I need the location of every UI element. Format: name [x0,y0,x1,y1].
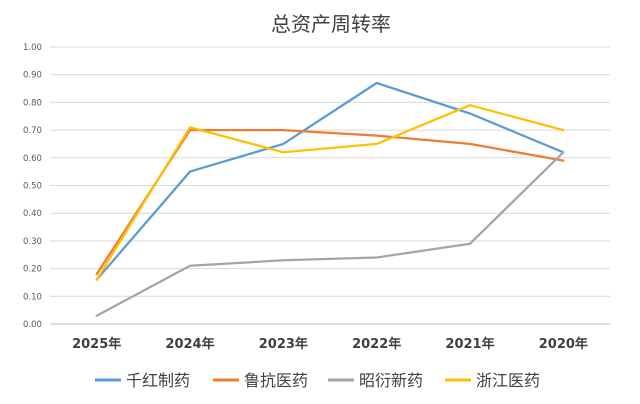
legend-label: 千红制药 [126,371,190,390]
series-line-1 [95,128,565,276]
y-tick-label: 0.40 [23,209,42,219]
gridlines [50,46,610,325]
y-tick-label: 0.10 [23,292,42,302]
x-tick-label: 2024年 [165,336,214,352]
series-line-2 [95,151,565,317]
x-tick-label: 2025年 [72,336,121,352]
x-axis-ticks: 2025年 2024年 2023年 2022年 2021年 2020年 [72,336,588,352]
legend-item-1: 鲁抗医药 [213,371,308,390]
y-tick-label: 0.30 [23,237,42,247]
x-tick-label: 2022年 [352,336,401,352]
y-tick-label: 0.20 [23,265,42,275]
y-tick-label: 0.90 [23,71,42,81]
y-tick-label: 0.50 [23,182,42,192]
x-tick-label: 2020年 [539,336,588,352]
legend-label: 昭衍新药 [359,371,423,390]
y-tick-label: 1.00 [23,43,42,53]
x-tick-label: 2021年 [445,336,494,352]
y-axis-ticks: 0.00 0.10 0.20 0.30 0.40 0.50 0.60 0.70 0.80 0.90… [23,43,42,330]
legend: 千红制药 鲁抗医药 昭衍新药 浙江医药 [95,371,540,390]
series-line-3 [95,104,565,281]
x-tick-label: 2023年 [259,336,308,352]
y-tick-label: 0.00 [23,320,42,330]
legend-item-2: 昭衍新药 [328,371,423,390]
legend-label: 浙江医药 [476,371,540,390]
chart-title: 总资产周转率 [271,12,391,36]
series-line-0 [95,81,565,281]
y-tick-label: 0.70 [23,126,42,136]
legend-label: 鲁抗医药 [244,371,308,390]
y-tick-label: 0.60 [23,154,42,164]
series-lines [95,81,565,317]
legend-item-3: 浙江医药 [445,371,540,390]
y-tick-label: 0.80 [23,98,42,108]
legend-item-0: 千红制药 [95,371,190,390]
